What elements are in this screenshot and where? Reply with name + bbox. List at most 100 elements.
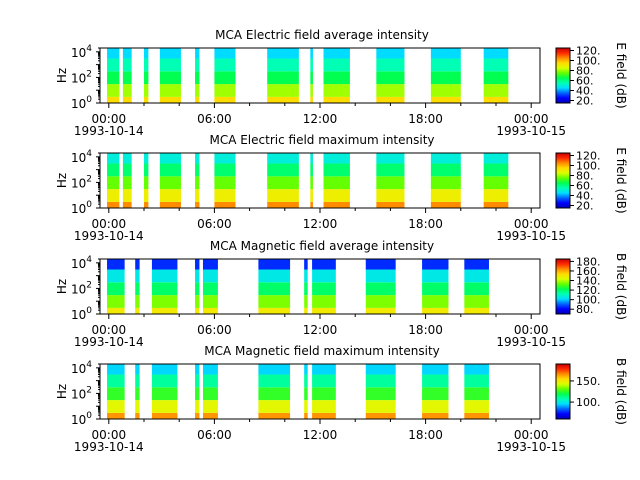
spectrogram-band [107, 163, 120, 177]
x-tick-label: 12:00 [303, 323, 338, 337]
spectrogram-band [323, 58, 350, 72]
spectrogram-band [151, 364, 178, 375]
colorbar [556, 48, 570, 103]
spectrogram-band [122, 189, 132, 202]
y-tick-exponent: 0 [86, 306, 92, 316]
spectrogram-band [258, 364, 291, 375]
x-tick-label: 18:00 [408, 217, 443, 231]
y-tick-exponent: 0 [86, 411, 92, 421]
colorbar-tick-label: 80. [576, 170, 594, 183]
spectrogram-band [376, 96, 405, 103]
spectrogram-band [258, 282, 291, 296]
spectrogram-band [267, 153, 299, 164]
spectrogram-band [376, 176, 405, 190]
colorbar-tick-label: 160. [576, 265, 601, 278]
x-tick-label: 12:00 [303, 428, 338, 442]
spectrogram-band [422, 282, 449, 296]
spectrogram-band [312, 412, 336, 419]
colorbar [556, 259, 570, 314]
spectrogram-band [195, 364, 200, 375]
spectrogram-band [304, 269, 308, 283]
x-tick-label: 12:00 [303, 217, 338, 231]
x-tick-label: 00:00 [514, 428, 549, 442]
spectrogram-band [195, 307, 200, 314]
spectrogram-band [376, 201, 405, 208]
spectrogram-band [195, 387, 200, 401]
spectrogram-band [195, 400, 200, 413]
spectrogram-band [214, 58, 236, 72]
colorbar-tick-label: 120. [576, 45, 601, 58]
spectrogram-band [144, 201, 149, 208]
colorbar-tick-label: 100. [576, 55, 601, 68]
spectrogram-band [122, 96, 132, 103]
spectrogram-band [159, 71, 181, 85]
spectrogram-band [258, 295, 291, 308]
chart-title: MCA Magnetic field average intensity [210, 239, 434, 253]
y-tick-label: 102 [71, 280, 92, 296]
spectrogram-band [365, 295, 396, 308]
spectrogram-band [195, 269, 200, 283]
x-tick-label: 18:00 [408, 112, 443, 126]
y-tick-exponent: 0 [86, 200, 92, 210]
colorbar-frame [555, 363, 571, 420]
spectrogram-band [422, 412, 449, 419]
colorbar-tick-label: 40. [576, 190, 594, 203]
spectrogram-band [107, 84, 120, 97]
spectrogram-band [159, 176, 181, 190]
spectrogram-band [214, 201, 236, 208]
spectrogram-band [483, 48, 509, 59]
spectrogram-band [464, 387, 489, 401]
spectrogram-band [258, 387, 291, 401]
spectrogram-band [365, 307, 396, 314]
spectrogram-band [304, 307, 308, 314]
spectrogram-band [365, 387, 396, 401]
spectrogram-band [135, 374, 140, 388]
spectrogram-band [323, 71, 350, 85]
colorbar-tick-label: 120. [576, 284, 601, 297]
x-date-label: 1993-10-15 [496, 124, 566, 138]
y-tick-exponent: 4 [86, 255, 92, 265]
y-axis-label: Hz [55, 173, 69, 188]
spectrogram-band [267, 176, 299, 190]
spectrogram-band [144, 48, 149, 59]
spectrogram-band [135, 400, 140, 413]
spectrogram-band [107, 412, 125, 419]
spectrogram-band [365, 364, 396, 375]
spectrogram-band [159, 189, 181, 202]
spectrogram-band [323, 189, 350, 202]
x-date-label: 1993-10-14 [74, 229, 144, 243]
x-tick-label: 00:00 [92, 428, 127, 442]
spectrogram-band [258, 400, 291, 413]
spectrogram-band [323, 48, 350, 59]
spectrogram-band [144, 176, 149, 190]
spectrogram-band [422, 269, 449, 283]
spectrogram-band [483, 71, 509, 85]
x-date-label: 1993-10-15 [496, 335, 566, 349]
spectrogram-band [214, 189, 236, 202]
spectrogram-band [144, 58, 149, 72]
spectrogram-band [422, 400, 449, 413]
colorbar-frame [555, 258, 571, 315]
y-tick-label: 100 [71, 306, 92, 322]
spectrogram-band [151, 374, 178, 388]
panel-2: MCA Electric field maximum intensity 100 1… [55, 133, 628, 243]
spectrogram-band [464, 400, 489, 413]
spectrogram-band [122, 84, 132, 97]
spectrogram-band [195, 201, 200, 208]
spectrogram-band [376, 163, 405, 177]
spectrogram-band [195, 48, 200, 59]
spectrogram-band [422, 259, 449, 270]
spectrogram-band [323, 176, 350, 190]
spectrogram-band [195, 163, 200, 177]
spectrogram-band [267, 58, 299, 72]
x-tick-label: 18:00 [408, 323, 443, 337]
spectrogram-band [323, 201, 350, 208]
spectrogram-band [135, 307, 140, 314]
spectrogram-band [202, 259, 218, 270]
y-tick-exponent: 2 [86, 280, 92, 290]
spectrogram-band [483, 153, 509, 164]
spectrogram-band [159, 96, 181, 103]
spectrogram-band [483, 96, 509, 103]
chart-title: MCA Magnetic field maximum intensity [204, 344, 440, 358]
